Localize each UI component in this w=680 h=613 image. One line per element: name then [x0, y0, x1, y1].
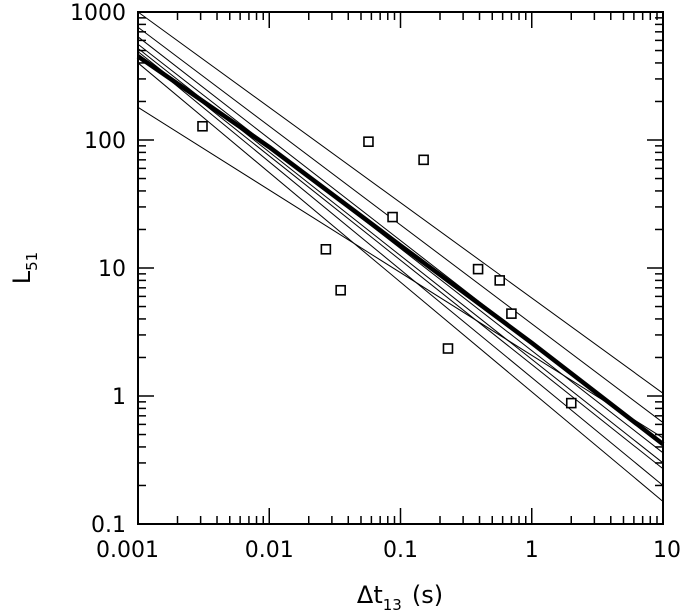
plot-frame: [137, 11, 664, 525]
fit-line-6: [137, 51, 664, 470]
data-point-4: [363, 136, 374, 147]
data-points-group: [197, 120, 577, 409]
x-axis-title: Δt13 (s): [357, 581, 443, 613]
fit-line-2: [137, 26, 664, 423]
fit-lines-group: [137, 11, 664, 502]
fit-line-4: [137, 43, 664, 454]
axis-ticks-group: [137, 11, 664, 525]
best-fit-curve: [136, 54, 665, 446]
y-tick-label: 1000: [70, 1, 126, 26]
data-point-7: [442, 343, 454, 354]
best-fit-group: [136, 54, 665, 446]
y-tick-label: 0.1: [91, 513, 126, 538]
data-point-9: [494, 275, 506, 286]
data-point-3: [335, 284, 346, 296]
y-tick-label: 1: [112, 385, 126, 410]
y-axis-title: L51: [8, 252, 41, 284]
x-tick-label: 0.1: [383, 538, 418, 563]
fit-line-8: [137, 62, 664, 502]
x-tick-label: 10: [653, 538, 680, 563]
x-tick-label: 0.001: [96, 538, 159, 563]
data-point-11: [565, 397, 577, 409]
fit-line-1: [137, 11, 664, 394]
tick-labels-group: 0.001 0.01 0.1 1 10 0.1 1 10 100 1000: [70, 1, 680, 563]
data-point-1: [197, 120, 208, 132]
data-point-6: [418, 154, 429, 166]
y-tick-label: 10: [98, 257, 126, 282]
data-point-10: [506, 308, 517, 319]
x-tick-label: 1: [525, 538, 539, 563]
fit-line-9: [137, 106, 664, 439]
data-point-8: [472, 263, 484, 275]
fit-line-7: [137, 53, 664, 486]
data-point-2: [320, 243, 332, 255]
x-tick-label: 0.01: [245, 538, 294, 563]
y-tick-label: 100: [84, 129, 126, 154]
data-point-5: [387, 211, 398, 223]
